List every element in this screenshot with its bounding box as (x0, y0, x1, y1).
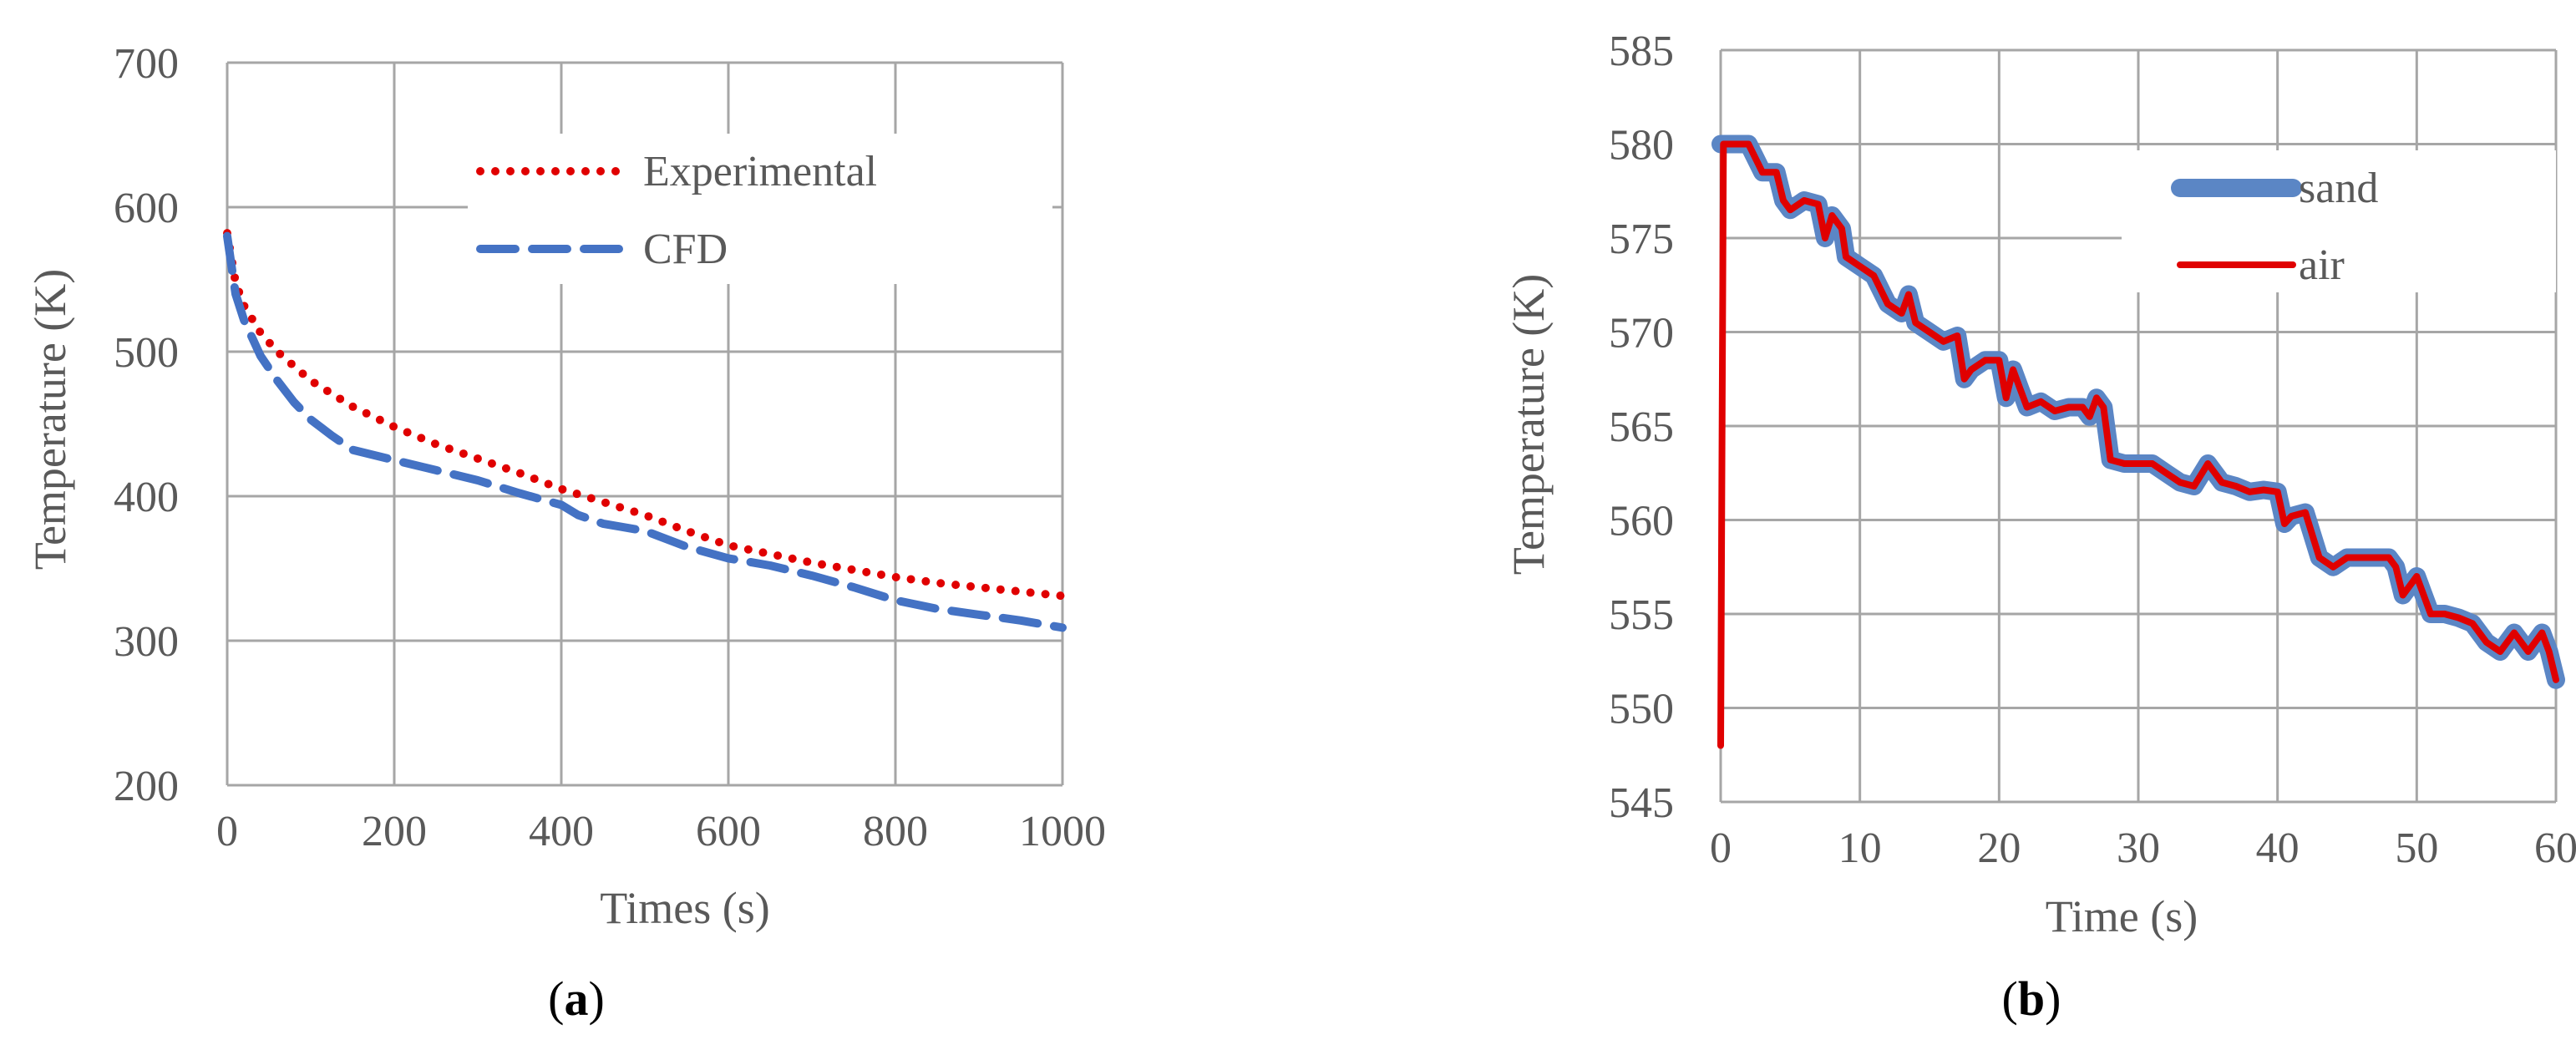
y-tick-label-b: 555 (1609, 591, 1674, 639)
caption-b: (b) (2002, 971, 2061, 1026)
x-tick-label-b: 20 (1977, 824, 2021, 872)
legend-b: sand air (2122, 150, 2556, 292)
legend-label-cfd: CFD (643, 226, 728, 273)
chart-panel-b: sand air 545 550 555 560 565 570 575 580 585 0 10 2… (1504, 28, 2576, 1026)
x-tick-label-a: 1000 (1019, 808, 1106, 855)
x-tick-label-b: 0 (1710, 824, 1732, 872)
y-tick-labels-a: 200 300 400 500 600 700 (114, 40, 179, 810)
y-tick-label-a: 700 (114, 40, 179, 88)
series-group-a (223, 229, 1067, 632)
y-tick-label-b: 545 (1609, 779, 1674, 827)
x-tick-labels-a: 0 200 400 600 800 1000 (216, 808, 1106, 855)
x-tick-label-b: 50 (2395, 824, 2438, 872)
y-tick-label-b: 585 (1609, 28, 1674, 75)
legend-a: Experimental CFD (468, 134, 1052, 284)
legend-label-air: air (2299, 241, 2345, 289)
y-tick-label-a: 400 (114, 474, 179, 521)
y-tick-label-b: 580 (1609, 122, 1674, 170)
y-tick-label-a: 600 (114, 185, 179, 232)
x-tick-labels-b: 0 10 20 30 40 50 60 (1710, 824, 2576, 872)
x-tick-label-a: 200 (362, 808, 427, 855)
series-line-experimental (223, 229, 1067, 601)
x-tick-label-a: 400 (529, 808, 594, 855)
x-axis-label-b: Time (s) (2046, 891, 2198, 941)
x-tick-label-a: 600 (696, 808, 761, 855)
series-line-cfd (223, 231, 1067, 632)
x-tick-label-a: 0 (216, 808, 238, 855)
y-axis-label-a: Temperature (K) (25, 269, 75, 571)
caption-a: (a) (548, 971, 605, 1026)
legend-background-b (2122, 150, 2556, 292)
x-tick-label-b: 60 (2534, 824, 2576, 872)
x-tick-label-b: 40 (2256, 824, 2300, 872)
y-tick-label-b: 575 (1609, 216, 1674, 263)
y-axis-label-b: Temperature (K) (1504, 274, 1554, 576)
x-tick-label-b: 10 (1838, 824, 1882, 872)
legend-label-experimental: Experimental (643, 148, 877, 195)
y-tick-label-a: 300 (114, 618, 179, 666)
series-line-air (1717, 140, 2559, 749)
y-tick-label-a: 500 (114, 329, 179, 377)
x-tick-label-a: 800 (863, 808, 928, 855)
y-tick-label-b: 570 (1609, 310, 1674, 358)
y-tick-label-b: 550 (1609, 686, 1674, 733)
legend-label-sand: sand (2299, 165, 2378, 212)
y-tick-label-a: 200 (114, 763, 179, 810)
legend-background-a (468, 134, 1052, 284)
x-axis-label-a: Times (s) (600, 883, 770, 933)
y-tick-label-b: 560 (1609, 498, 1674, 545)
x-tick-label-b: 30 (2117, 824, 2160, 872)
y-tick-labels-b: 545 550 555 560 565 570 575 580 585 (1609, 28, 1674, 827)
series-group-b (1711, 134, 2565, 749)
chart-panel-a: Experimental CFD 200 300 400 500 600 700 0 200 4… (25, 40, 1106, 1026)
y-tick-label-b: 565 (1609, 403, 1674, 451)
